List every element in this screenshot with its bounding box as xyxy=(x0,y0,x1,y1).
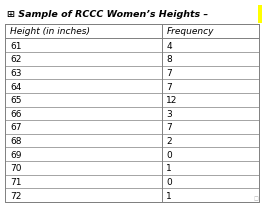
Text: 7: 7 xyxy=(166,82,172,91)
Text: 70: 70 xyxy=(10,164,21,173)
Text: 65: 65 xyxy=(10,96,21,105)
Text: 72: 72 xyxy=(10,191,21,200)
Text: 63: 63 xyxy=(10,69,21,78)
Text: 12: 12 xyxy=(166,96,178,105)
Text: 7: 7 xyxy=(166,123,172,132)
Text: Height (in inches): Height (in inches) xyxy=(10,27,90,36)
Text: □: □ xyxy=(253,195,258,200)
Text: 1: 1 xyxy=(166,164,172,173)
Text: 68: 68 xyxy=(10,136,21,145)
Text: 64: 64 xyxy=(10,82,21,91)
Text: 2: 2 xyxy=(166,136,172,145)
Text: 1: 1 xyxy=(166,191,172,200)
Text: 4: 4 xyxy=(166,41,172,50)
Bar xyxy=(258,6,262,23)
Text: 69: 69 xyxy=(10,150,21,159)
Text: 62: 62 xyxy=(10,55,21,64)
Text: 71: 71 xyxy=(10,177,21,186)
Text: Frequency: Frequency xyxy=(166,27,214,36)
Text: 61: 61 xyxy=(10,41,21,50)
Text: 8: 8 xyxy=(166,55,172,64)
Bar xyxy=(5,24,259,202)
Text: ⊞ Sample of RCCC Women’s Heights –: ⊞ Sample of RCCC Women’s Heights – xyxy=(7,10,211,19)
Text: 0: 0 xyxy=(166,177,172,186)
Text: 3: 3 xyxy=(166,109,172,118)
Text: 67: 67 xyxy=(10,123,21,132)
Text: 0: 0 xyxy=(166,150,172,159)
Text: 7: 7 xyxy=(166,69,172,78)
Text: 66: 66 xyxy=(10,109,21,118)
